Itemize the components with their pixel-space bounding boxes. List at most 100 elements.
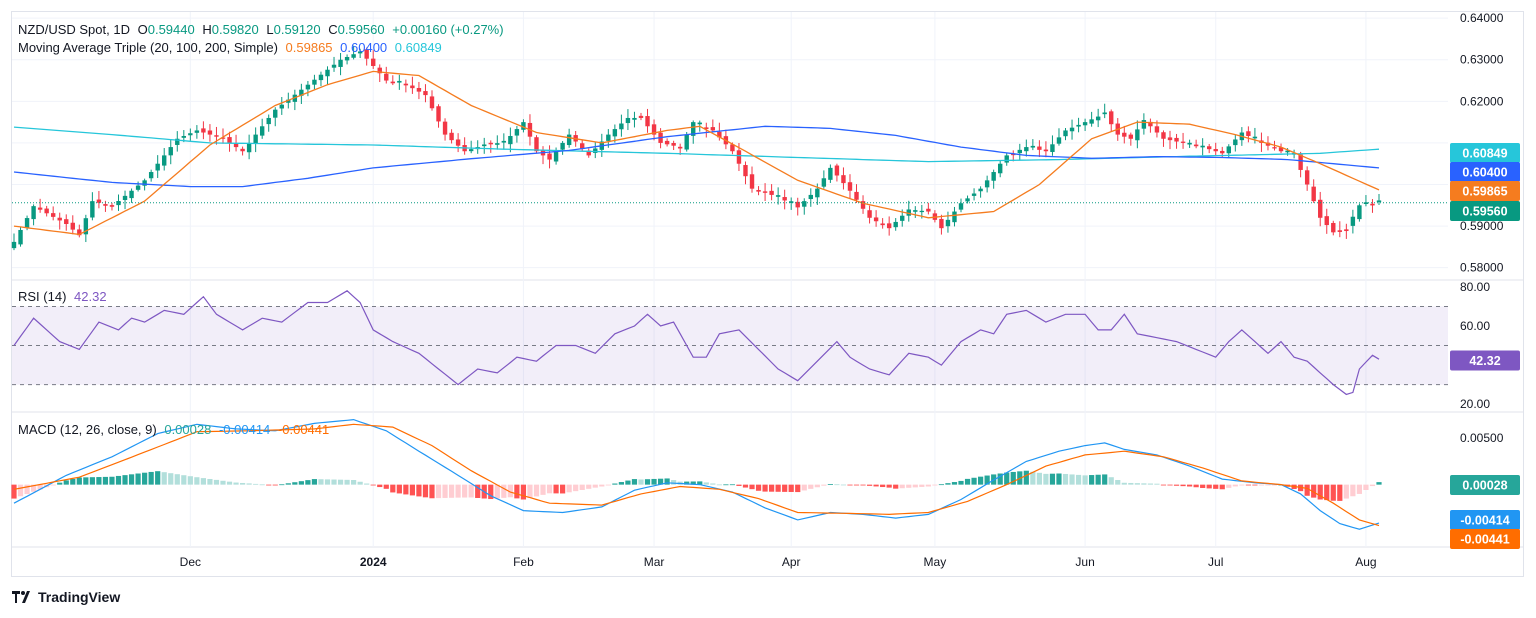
macd-histogram-bar — [540, 484, 546, 495]
candle-body — [802, 201, 807, 207]
macd-histogram-bar — [115, 475, 122, 485]
candle-body — [1304, 170, 1310, 185]
ma100-line — [13, 125, 1380, 188]
macd-histogram-bar — [233, 482, 239, 485]
macd-histogram-bar — [194, 477, 200, 485]
candle-body — [821, 178, 827, 187]
candle-body — [756, 189, 761, 192]
candle-body — [1337, 230, 1343, 232]
candle-body — [148, 172, 154, 179]
candle — [691, 120, 696, 144]
macd-histogram-bar — [1180, 484, 1186, 487]
candle-body — [1187, 142, 1192, 145]
signal-line-tag: -0.00441 — [1450, 529, 1520, 549]
macd-histogram-bar — [775, 484, 781, 492]
tradingview-logo[interactable]: TradingView — [12, 589, 120, 605]
macd-histogram-bar — [337, 479, 344, 485]
macd-histogram-bar — [782, 484, 788, 492]
legend-high: 0.59820 — [211, 22, 259, 37]
macd-histogram-bar — [932, 484, 938, 486]
candle-body — [958, 203, 964, 210]
price-tick-label: 0.64000 — [1460, 11, 1504, 25]
candle-body — [593, 148, 598, 153]
candle-body — [997, 163, 1003, 174]
candle — [488, 140, 493, 153]
candle-body — [697, 122, 702, 125]
candle-body — [57, 217, 62, 221]
macd-histogram-bar — [1134, 483, 1140, 485]
macd-histogram-bar — [1337, 484, 1343, 501]
legend-hist-value: 0.00028 — [164, 422, 212, 437]
candle-body — [423, 91, 428, 96]
candle-body — [201, 128, 206, 133]
candle-body — [880, 223, 885, 226]
macd-histogram-bar — [651, 478, 657, 485]
candle-body — [717, 131, 722, 138]
macd-histogram-bar — [462, 484, 468, 498]
macd-histogram-bar — [83, 477, 89, 485]
candle-body — [390, 81, 396, 84]
macd-histogram-bar — [285, 483, 291, 485]
candle-body — [1298, 154, 1303, 170]
candle-body — [1318, 199, 1323, 218]
candle-body — [410, 85, 415, 89]
candle — [586, 148, 591, 158]
candle — [351, 45, 356, 60]
macd-histogram-bar — [729, 484, 736, 486]
candle — [710, 119, 716, 133]
candle — [416, 81, 422, 100]
macd-histogram-bar — [1213, 484, 1219, 489]
candle-body — [645, 116, 650, 127]
macd-histogram-bar — [840, 484, 847, 486]
candle — [325, 66, 330, 85]
candle-body — [24, 218, 30, 228]
candle — [651, 119, 657, 141]
macd-histogram-bar — [860, 484, 866, 486]
candle — [501, 133, 507, 150]
candle-body — [488, 142, 493, 145]
time-tick-label: 2024 — [360, 555, 387, 569]
macd-histogram-bar — [579, 484, 585, 490]
rsi-legend: RSI (14) 42.32 — [18, 289, 111, 305]
candle-body — [83, 218, 89, 235]
rsi-tick-label: 20.00 — [1460, 397, 1490, 411]
candle — [906, 200, 911, 222]
candle — [338, 52, 343, 76]
macd-histogram-bar — [1121, 482, 1127, 485]
candle — [429, 90, 435, 111]
candle-body — [129, 190, 134, 199]
candle — [978, 186, 983, 198]
candle-body — [704, 127, 709, 130]
candle-body — [31, 206, 36, 220]
candle-body — [384, 73, 389, 81]
macd-histogram-bar — [1311, 484, 1317, 498]
legend-rsi-label: RSI (14) — [18, 289, 67, 304]
macd-histogram-bar — [1147, 483, 1154, 485]
candle-body — [677, 146, 683, 149]
macd-histogram-bar — [612, 483, 618, 485]
candle — [1304, 166, 1310, 191]
ma200-price-tag: 0.60849 — [1450, 143, 1520, 163]
macd-histogram-bar — [298, 481, 304, 485]
candle-body — [638, 115, 644, 118]
legend-open-label: O — [137, 22, 148, 37]
candle — [762, 183, 768, 202]
candle-body — [70, 222, 75, 230]
rsi-tick-label: 60.00 — [1460, 319, 1490, 333]
candle-body — [978, 188, 983, 192]
candle — [1278, 143, 1284, 154]
macd-histogram-bar — [1252, 484, 1258, 486]
candle — [468, 140, 474, 154]
candle — [1337, 221, 1343, 238]
candle-body — [873, 217, 879, 222]
candle-body — [743, 165, 748, 177]
candle — [44, 205, 49, 217]
candle-body — [325, 69, 330, 77]
macd-histogram-bar — [1245, 484, 1251, 486]
macd-histogram-bar — [945, 483, 951, 485]
candle-body — [233, 143, 239, 148]
legend-ma20: 0.59865 — [285, 40, 333, 55]
macd-histogram-bar — [403, 484, 409, 495]
macd-histogram-bar — [723, 484, 729, 486]
